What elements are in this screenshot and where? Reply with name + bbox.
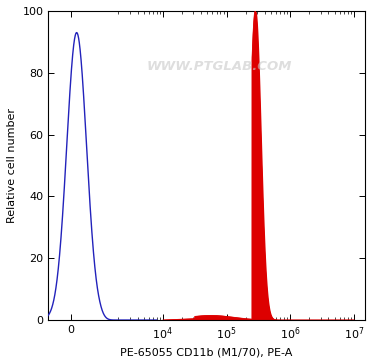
Y-axis label: Relative cell number: Relative cell number bbox=[7, 108, 17, 223]
X-axis label: PE-65055 CD11b (M1/70), PE-A: PE-65055 CD11b (M1/70), PE-A bbox=[121, 347, 293, 357]
Text: WWW.PTGLAB.COM: WWW.PTGLAB.COM bbox=[147, 60, 292, 73]
